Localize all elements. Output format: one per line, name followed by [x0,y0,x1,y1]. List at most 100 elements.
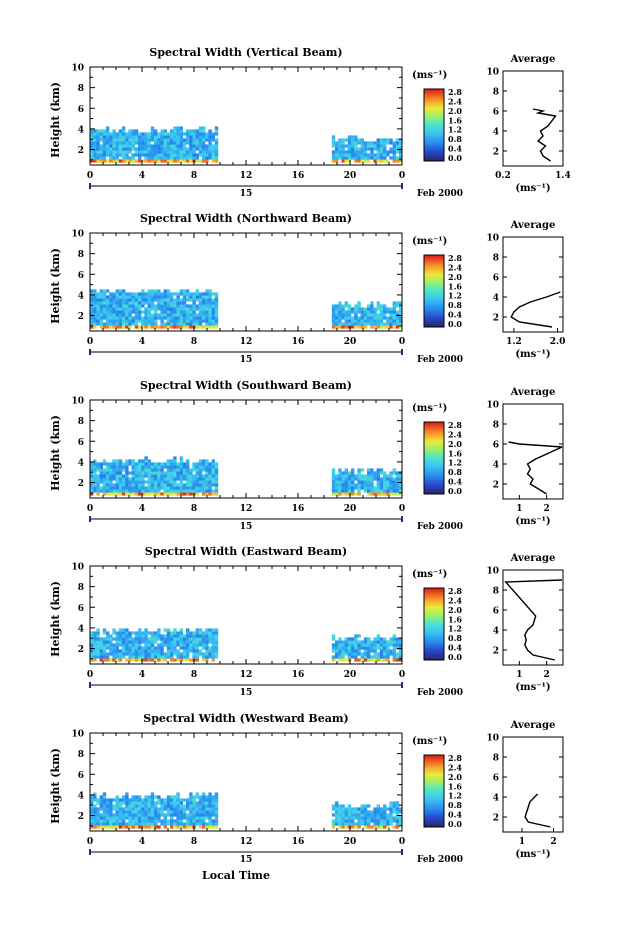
heatmap-cell [179,628,183,632]
heatmap-cell [112,471,116,475]
heatmap-cell [363,655,368,659]
heatmap-cell [141,816,145,820]
heatmap-cell [128,298,132,302]
colorbar-segment [424,450,444,453]
heatmap-cell [354,135,358,139]
heatmap-cell [214,646,219,650]
heatmap-cell [160,477,164,481]
heatmap-cell [166,801,171,805]
heatmap-cell [182,474,187,478]
heatmap-cell [189,486,193,490]
heatmap-cell [96,301,100,305]
heatmap-cell [357,316,361,320]
heatmap-cell [344,138,348,142]
heatmap-cell [198,307,203,311]
heatmap-cell [351,316,355,320]
heatmap-cell [383,474,387,478]
heatmap-cell [195,477,199,481]
heatmap-cell [166,795,171,799]
heatmap-cell [166,480,171,484]
heatmap-cell [367,480,371,484]
heatmap-cell [367,810,371,814]
heatmap-cell [205,813,209,817]
heatmap-cell [112,132,116,136]
heatmap-cell [192,810,196,814]
heatmap-cell [214,147,219,151]
heatmap-cell [198,304,203,308]
heatmap-cell [395,804,400,808]
heatmap-cell [376,150,380,154]
heatmap-cell [344,310,348,314]
avg-x-tick-label: 2 [550,837,556,847]
heatmap-cell [138,459,142,463]
heatmap-cell [102,813,107,817]
heatmap-cell [147,298,151,302]
heatmap-cell [182,492,187,496]
heatmap-cell [90,310,94,314]
heatmap-cell [386,655,390,659]
avg-y-tick-label: 10 [486,567,499,577]
heatmap-cell [122,468,126,472]
colorbar-segment [424,809,444,812]
heatmap-cell [90,483,94,487]
heatmap-cell [176,658,180,662]
heatmap-cell [147,816,151,820]
heatmap-cell [134,313,139,317]
heatmap-cell [192,804,196,808]
heatmap-cell [395,643,400,647]
heatmap-cell [395,147,400,151]
heatmap-cell [386,150,390,154]
colorbar-segment [424,269,444,272]
heatmap-cell [179,322,183,326]
heatmap-cell [195,319,199,323]
colorbar-tick-label: 1.2 [448,458,462,468]
x-tick-label: 0 [399,171,405,181]
heatmap-cell [214,801,219,805]
heatmap-cell [198,144,203,148]
avg-y-tick-label: 8 [493,88,499,98]
heatmap-cell [109,298,113,302]
heatmap-cell [109,150,113,154]
heatmap-cell [379,822,384,826]
heatmap-cell [205,483,209,487]
heatmap-cell [144,313,148,317]
colorbar-tick-label: 0.4 [448,643,462,653]
heatmap-cell [179,801,183,805]
heatmap-cell [347,147,352,151]
heatmap-cell [115,477,119,481]
heatmap-cell [344,816,348,820]
heatmap-cell [205,655,209,659]
colorbar-segment [424,776,444,779]
heatmap-cell [93,477,97,481]
heatmap-cell [205,316,209,320]
heatmap-cell [208,129,212,133]
colorbar-segment [424,103,444,106]
heatmap-cell [367,813,371,817]
heatmap-cell [363,153,368,157]
heatmap-cell [195,795,199,799]
heatmap-cell [170,147,174,151]
heatmap-cell [186,813,190,817]
colorbar-segment [424,622,444,625]
heatmap-cell [214,810,219,814]
heatmap-cell [96,801,100,805]
heatmap-cell [392,156,396,160]
colorbar-segment [424,318,444,321]
heatmap-cell [363,486,368,490]
heatmap-cell [189,634,193,638]
heatmap-cell [205,492,209,496]
heatmap-cell [214,141,219,145]
heatmap-cell [118,310,123,314]
heatmap-cell [96,313,100,317]
heatmap-cell [360,325,364,329]
heatmap-cell [102,807,107,811]
heatmap-cell [141,486,145,490]
heatmap-cell [141,810,145,814]
heatmap-cell [379,825,384,829]
heatmap-cell [150,150,155,154]
heatmap-cell [160,483,164,487]
heatmap-cell [179,150,183,154]
heatmap-cell [173,492,177,496]
heatmap-cell [157,307,161,311]
heatmap-cell [347,135,352,139]
